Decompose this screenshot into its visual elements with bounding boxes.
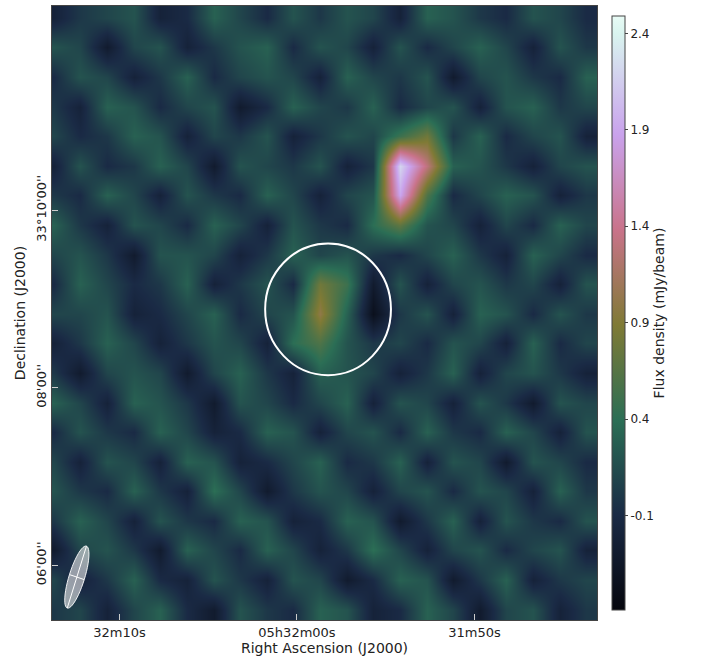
svg-text:05h32m00s: 05h32m00s: [258, 625, 336, 640]
svg-text:0.9: 0.9: [630, 316, 649, 330]
svg-text:1.4: 1.4: [630, 219, 649, 233]
svg-text:0.4: 0.4: [630, 412, 649, 426]
svg-text:-0.1: -0.1: [630, 509, 653, 523]
svg-text:32m10s: 32m10s: [93, 625, 146, 640]
svg-text:Flux density (mJy/beam): Flux density (mJy/beam): [651, 228, 667, 399]
svg-text:Right Ascension (J2000): Right Ascension (J2000): [241, 640, 408, 656]
svg-text:2.4: 2.4: [630, 27, 649, 41]
svg-text:33°10'00'': 33°10'00'': [34, 175, 49, 242]
svg-text:06'00'': 06'00'': [34, 541, 49, 585]
svg-text:Declination (J2000): Declination (J2000): [12, 246, 28, 380]
svg-text:31m50s: 31m50s: [448, 625, 501, 640]
svg-text:08'00'': 08'00'': [34, 364, 49, 408]
svg-text:1.9: 1.9: [630, 123, 649, 137]
